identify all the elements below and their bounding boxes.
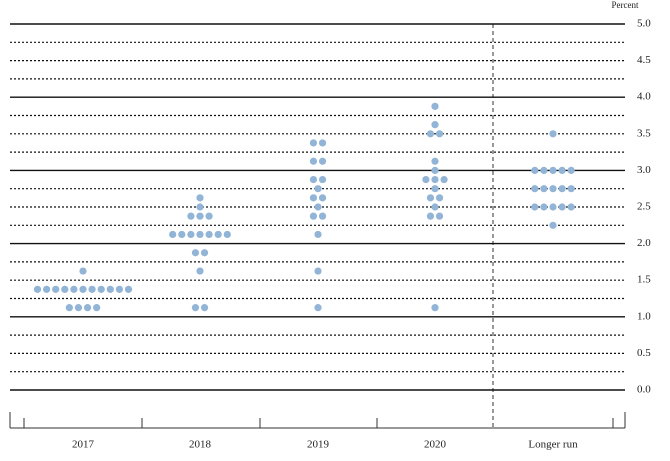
dot xyxy=(74,304,83,312)
dot xyxy=(549,130,557,138)
dot xyxy=(314,203,322,211)
y-tick-label: 1.5 xyxy=(637,274,651,286)
dot xyxy=(431,121,439,129)
dot xyxy=(422,175,430,184)
dot xyxy=(540,166,548,174)
dot xyxy=(191,304,200,312)
dot xyxy=(435,130,444,138)
dot xyxy=(115,285,123,293)
dot xyxy=(431,157,439,165)
dot xyxy=(196,212,204,220)
dot xyxy=(200,304,209,312)
dot xyxy=(178,230,186,239)
x-tick-label: 2020 xyxy=(424,439,447,451)
dot xyxy=(318,175,327,184)
dot xyxy=(435,212,444,220)
dot xyxy=(169,230,177,239)
y-tick-label: 0.0 xyxy=(637,384,651,396)
dot xyxy=(431,304,439,312)
dot xyxy=(549,203,557,211)
dot xyxy=(200,249,209,257)
dot xyxy=(540,203,548,211)
dot xyxy=(431,185,439,193)
x-tick-label: 2019 xyxy=(307,439,330,451)
dot xyxy=(205,212,213,220)
dot xyxy=(79,267,87,275)
dot xyxy=(309,175,318,184)
dot xyxy=(309,139,318,147)
dot xyxy=(318,212,327,220)
dot xyxy=(52,285,60,293)
dot xyxy=(440,175,448,184)
dot xyxy=(314,230,322,239)
dot xyxy=(540,185,548,193)
dot xyxy=(187,212,195,220)
dot xyxy=(426,130,435,138)
dot xyxy=(97,285,105,293)
y-tick-label: 4.5 xyxy=(637,54,651,66)
dot xyxy=(223,230,231,239)
dot xyxy=(531,185,539,193)
x-tick-label: 2018 xyxy=(189,439,212,451)
dot xyxy=(558,203,566,211)
x-tick-label: 2017 xyxy=(72,439,95,451)
dot xyxy=(196,230,204,239)
dot xyxy=(79,285,87,293)
dot xyxy=(558,185,566,193)
dot xyxy=(531,166,539,174)
dot xyxy=(309,194,318,202)
y-tick-label: 2.0 xyxy=(637,237,651,249)
dot xyxy=(426,212,435,220)
dot xyxy=(106,285,114,293)
dot xyxy=(431,203,439,211)
dot xyxy=(549,166,557,174)
dot xyxy=(83,304,92,312)
dot xyxy=(196,267,204,275)
dot xyxy=(531,203,539,211)
dot xyxy=(93,304,101,312)
dot xyxy=(309,212,318,220)
dot xyxy=(549,221,557,229)
dot xyxy=(124,285,133,293)
dot xyxy=(558,166,566,174)
dot xyxy=(435,194,444,202)
dot xyxy=(196,203,204,211)
dot xyxy=(314,267,322,275)
y-axis-label: Percent xyxy=(612,0,639,10)
dot xyxy=(431,102,439,110)
dot xyxy=(318,139,327,147)
dot xyxy=(187,230,195,239)
dot xyxy=(431,175,439,184)
dot xyxy=(88,285,96,293)
dot xyxy=(65,304,73,312)
dot xyxy=(314,304,322,312)
dot xyxy=(549,185,557,193)
y-tick-label: 3.5 xyxy=(637,127,651,139)
dot xyxy=(196,194,204,202)
dot xyxy=(318,157,327,165)
dot xyxy=(426,194,435,202)
y-tick-label: 1.0 xyxy=(637,310,651,322)
y-tick-label: 5.0 xyxy=(637,18,651,30)
dot xyxy=(191,249,200,257)
dot xyxy=(431,166,439,174)
dot xyxy=(70,285,78,293)
x-tick-label: Longer run xyxy=(528,439,578,451)
dot xyxy=(309,157,318,165)
dot xyxy=(61,285,69,293)
dot xyxy=(214,230,222,239)
dot xyxy=(567,166,575,174)
dot xyxy=(567,185,575,193)
dot xyxy=(43,285,51,293)
dot xyxy=(33,285,42,293)
y-tick-label: 2.5 xyxy=(637,201,651,213)
y-tick-label: 4.0 xyxy=(637,91,651,103)
y-tick-label: 3.0 xyxy=(637,164,651,176)
dot xyxy=(567,203,575,211)
dot xyxy=(205,230,213,239)
dot xyxy=(318,194,327,202)
y-tick-label: 0.5 xyxy=(637,347,651,359)
dot xyxy=(314,185,322,193)
